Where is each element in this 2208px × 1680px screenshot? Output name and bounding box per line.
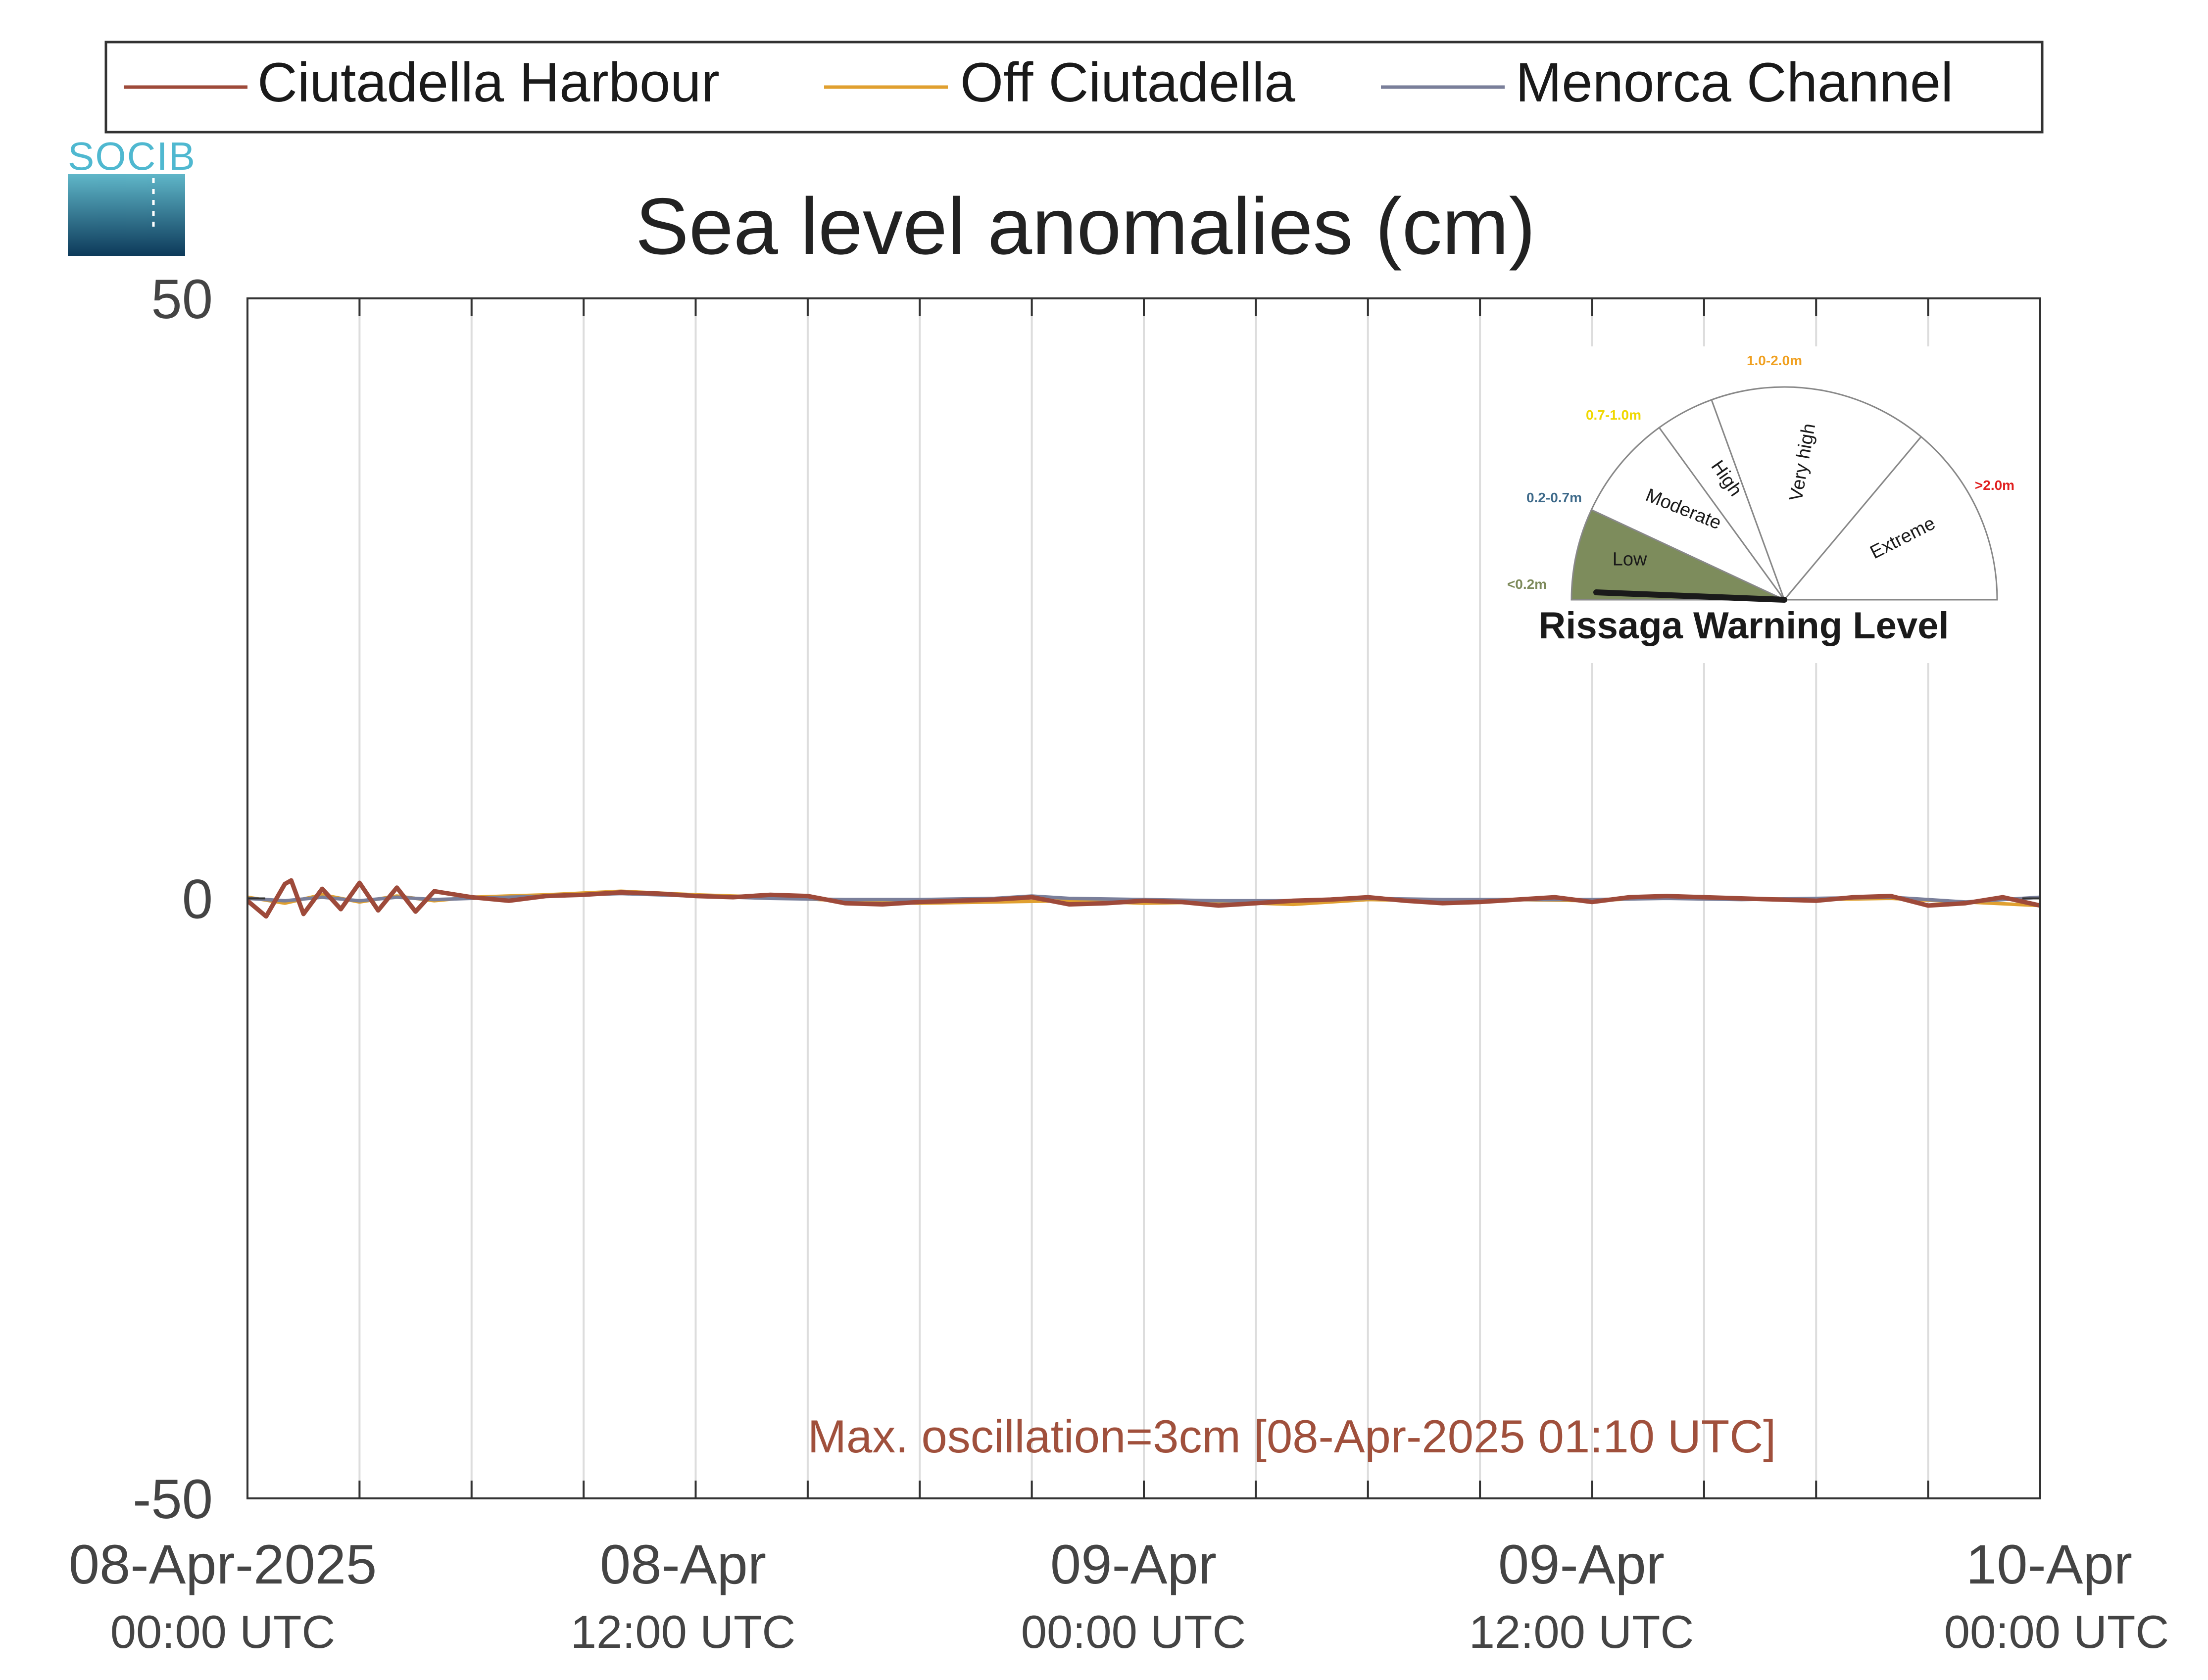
gauge-sectors [1570,386,1998,602]
y-tick-label: 0 [182,868,213,930]
x-tick-date-label: 09-Apr [1498,1534,1665,1595]
x-tick-time-label: 00:00 UTC [1944,1606,2169,1658]
legend-label-menorca-channel: Menorca Channel [1516,51,1953,113]
y-axis-labels: -50 0 50 [133,268,213,1530]
gauge-sector-very-high [1711,386,1922,601]
x-tick-date-label: 08-Apr [600,1534,766,1595]
gauge-range-label: 0.2-0.7m [1526,490,1582,505]
gauge-range-label: 1.0-2.0m [1747,353,1802,368]
x-tick-time-label: 00:00 UTC [110,1606,336,1658]
legend-label-ciutadella-harbour: Ciutadella Harbour [257,51,720,113]
series-layer [247,878,2040,919]
gauge-ranges: <0.2m 0.2-0.7m 0.7-1.0m 1.0-2.0m >2.0m [1507,353,2014,592]
x-tick-date-label: 09-Apr [1050,1534,1217,1595]
gauge-range-label: 0.7-1.0m [1586,407,1641,423]
gauge-sector-label: Low [1613,549,1647,570]
gauge-range-label: >2.0m [1975,478,2014,493]
axis-ticks [246,297,2041,1499]
max-oscillation-annotation: Max. oscillation=3cm [08-Apr-2025 01:10 … [808,1410,1776,1462]
gauge-title: Rissaga Warning Level [1538,605,1949,647]
x-tick-date-label: 10-Apr [1966,1534,2132,1595]
x-tick-time-label: 12:00 UTC [1469,1606,1694,1658]
gauge-sector-low [1570,509,1785,601]
socib-logo: SOCIB [68,134,196,256]
gauge-sector-moderate [1590,427,1787,602]
chart-title: Sea level anomalies (cm) [636,182,1536,271]
x-tick-time-label: 12:00 UTC [571,1606,796,1658]
socib-logo-block [68,174,185,256]
gauge-sector-extreme [1782,435,1998,601]
legend: Ciutadella Harbour Off Ciutadella Menorc… [104,41,2044,134]
x-axis-labels: 08-Apr-2025 00:00 UTC 08-Apr 12:00 UTC 09-Ap… [69,1534,2169,1658]
series-line-ciutadella-harbour [247,878,2040,919]
y-tick-label: -50 [133,1468,213,1530]
socib-logo-text: SOCIB [68,134,196,178]
legend-label-off-ciutadella: Off Ciutadella [960,51,1295,113]
gauge-range-label: <0.2m [1507,576,1547,592]
y-tick-label: 50 [151,268,213,330]
x-tick-date-label: 08-Apr-2025 [69,1534,377,1595]
gauge-needle [1593,589,1787,603]
x-tick-time-label: 00:00 UTC [1021,1606,1246,1658]
